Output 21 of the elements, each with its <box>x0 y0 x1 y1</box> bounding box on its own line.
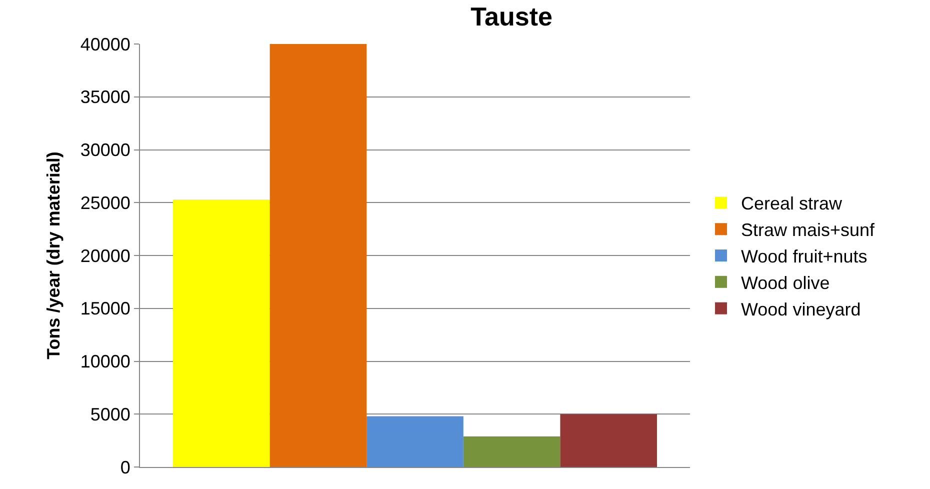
legend-label: Cereal straw <box>741 194 844 214</box>
y-tick-label: 25000 <box>80 192 130 213</box>
legend-label: Wood olive <box>741 272 830 293</box>
legend-label: Wood vineyard <box>741 299 861 320</box>
chart-title: Tauste <box>470 2 552 32</box>
y-tick-label: 35000 <box>80 87 130 108</box>
y-tick-label: 5000 <box>90 404 130 424</box>
y-tick-label: 20000 <box>80 246 130 266</box>
y-tick-label: 10000 <box>80 352 130 372</box>
y-tick-label: 30000 <box>80 140 130 160</box>
y-tick-label: 15000 <box>80 298 130 319</box>
legend-label: Wood fruit+nuts <box>741 246 868 267</box>
legend-label: Straw mais+sunf <box>741 220 876 240</box>
bar <box>560 414 657 467</box>
bar <box>173 199 270 467</box>
y-tick-label: 40000 <box>80 34 130 54</box>
bar <box>270 44 367 467</box>
bar <box>366 416 464 467</box>
y-tick-label: 0 <box>120 457 130 478</box>
y-axis-title: Tons /year (dry material) <box>44 152 64 360</box>
bar <box>463 436 560 467</box>
